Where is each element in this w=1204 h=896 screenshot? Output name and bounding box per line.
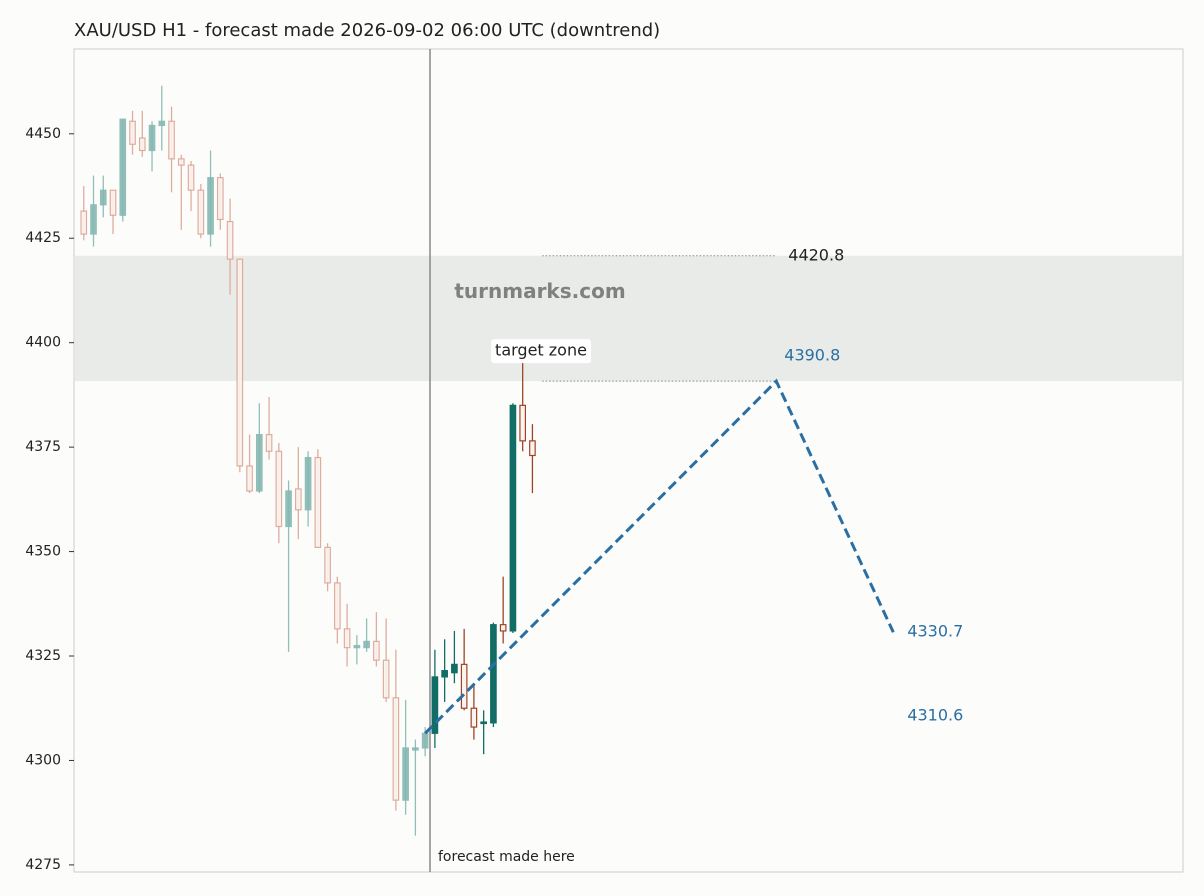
candle-body <box>529 440 536 457</box>
candle-body <box>216 177 224 221</box>
candle-body <box>304 456 312 511</box>
y-tick-label: 4450 <box>25 126 61 142</box>
candle-body <box>412 747 419 751</box>
candle-body <box>168 120 175 160</box>
target-zone-label-box <box>491 339 591 364</box>
candle-body <box>177 158 185 166</box>
candle-body <box>226 220 234 260</box>
candle-body <box>246 465 253 492</box>
candle-body <box>402 747 409 801</box>
candle-body <box>431 676 439 734</box>
candle-body <box>138 137 146 152</box>
candle-body <box>509 404 517 632</box>
candle-body <box>129 120 136 145</box>
y-tick-label: 4325 <box>25 648 61 664</box>
target-zone-label: target zone <box>495 341 587 360</box>
secondary-target-label: 4310.6 <box>907 706 963 725</box>
watermark: turnmarks.com <box>454 279 625 303</box>
candle-body <box>197 189 205 235</box>
forecast-peak-label: 4390.8 <box>784 346 840 365</box>
candle-body <box>519 404 527 442</box>
candle-body <box>109 189 117 216</box>
candle-body <box>392 697 400 801</box>
candle-body <box>460 663 468 709</box>
y-tick-label: 4375 <box>25 439 61 455</box>
candle-body <box>187 164 195 191</box>
candle-body <box>373 640 380 661</box>
candle-body <box>236 258 244 467</box>
candle-body <box>158 120 166 127</box>
candle-body <box>285 490 292 528</box>
candle-body <box>90 204 97 235</box>
candle-body <box>382 659 390 699</box>
candle-body <box>148 124 156 152</box>
y-tick-label: 4300 <box>25 752 61 768</box>
candle-body <box>490 624 497 724</box>
candle-body <box>207 177 214 235</box>
candle-body <box>99 189 107 206</box>
candle-body <box>343 628 351 649</box>
target-zone <box>75 255 1182 382</box>
candle-body <box>265 433 273 452</box>
candle-body <box>324 546 331 584</box>
candle-body <box>353 644 361 649</box>
candle-body <box>80 210 88 235</box>
zone-high-label: 4420.8 <box>788 245 844 264</box>
candle-body <box>421 732 429 749</box>
candle-body <box>119 118 127 216</box>
candle-body <box>499 624 507 632</box>
candle-body <box>255 433 263 492</box>
forecast-marker-label: forecast made here <box>438 849 575 865</box>
y-tick-label: 4350 <box>25 544 61 560</box>
candle-body <box>470 707 478 728</box>
candle-body <box>451 663 458 674</box>
candle-body <box>314 456 322 548</box>
candle-body <box>334 582 341 630</box>
candle-body <box>441 670 448 678</box>
y-tick-label: 4400 <box>25 335 61 351</box>
candle-body <box>295 488 302 511</box>
candle-body <box>363 640 370 649</box>
candle-body <box>480 721 487 725</box>
forecast-end-label: 4330.7 <box>907 622 963 641</box>
forecast-line <box>424 378 895 735</box>
y-tick-label: 4275 <box>25 857 61 873</box>
y-tick-label: 4425 <box>25 230 61 246</box>
chart-title: XAU/USD H1 - forecast made 2026-09-02 06… <box>74 20 660 41</box>
candle-body <box>275 450 283 528</box>
